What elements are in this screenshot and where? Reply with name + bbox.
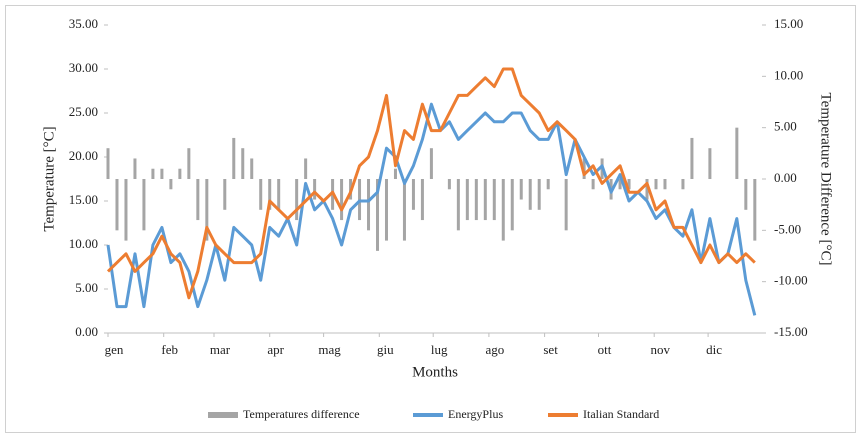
x-tick-label: nov — [650, 342, 670, 357]
legend-label: Temperatures difference — [243, 407, 360, 421]
y-axis-title: Temperature [°C] — [41, 126, 57, 231]
x-tick-label: lug — [431, 342, 448, 357]
bar — [537, 179, 541, 210]
bar — [223, 179, 227, 210]
bar — [546, 179, 550, 190]
bar — [277, 179, 281, 210]
bar — [474, 179, 478, 221]
y-tick-label: 25.00 — [69, 104, 98, 119]
bar — [501, 179, 505, 241]
y-tick-label: 30.00 — [69, 60, 98, 75]
y-tick-label: 0.00 — [75, 324, 98, 339]
bar — [205, 179, 209, 241]
bar — [402, 179, 406, 241]
y2-tick-label: 10.00 — [774, 67, 803, 82]
y-tick-label: 20.00 — [69, 148, 98, 163]
bar — [708, 148, 712, 179]
bar — [133, 158, 137, 179]
y-tick-label: 15.00 — [69, 192, 98, 207]
bar — [618, 179, 622, 190]
bar — [313, 179, 317, 200]
bar — [411, 179, 415, 210]
x-tick-label: feb — [161, 342, 178, 357]
bar — [654, 179, 658, 190]
bar — [735, 127, 739, 179]
bar — [259, 179, 263, 210]
bar — [510, 179, 514, 231]
bar — [295, 179, 299, 221]
bar — [376, 179, 380, 251]
y2-axis-title: Temperature Difference [°C] — [818, 93, 834, 266]
bar — [106, 148, 110, 179]
bar — [591, 179, 595, 190]
bar — [744, 179, 748, 210]
bar — [645, 179, 649, 200]
y2-tick-label: 0.00 — [774, 170, 797, 185]
bar — [160, 168, 164, 179]
y-tick-label: 5.00 — [75, 280, 98, 295]
bar — [340, 179, 344, 221]
x-tick-label: giu — [377, 342, 394, 357]
legend-label: EnergyPlus — [448, 407, 503, 421]
bar — [627, 179, 631, 190]
y-tick-label: 35.00 — [69, 16, 98, 31]
bar — [151, 168, 155, 179]
bar — [142, 179, 146, 231]
bar — [483, 179, 487, 221]
legend-label: Italian Standard — [583, 407, 659, 421]
bar — [232, 137, 236, 179]
bar — [447, 179, 451, 190]
bar — [196, 179, 200, 221]
bar — [268, 179, 272, 210]
bar — [384, 179, 388, 241]
chart-border — [5, 5, 856, 433]
line — [106, 67, 756, 300]
bar — [519, 179, 523, 200]
bar — [690, 137, 694, 179]
bar — [753, 179, 757, 241]
x-tick-label: ago — [486, 342, 505, 357]
bar — [187, 148, 191, 179]
bar — [420, 179, 424, 221]
bar — [429, 148, 433, 179]
bar — [465, 179, 469, 221]
y2-tick-label: 15.00 — [774, 16, 803, 31]
x-axis-title: Months — [412, 364, 458, 380]
bar — [681, 179, 685, 190]
x-tick-label: set — [543, 342, 558, 357]
bar — [250, 158, 254, 179]
bar — [367, 179, 371, 231]
bar — [124, 179, 128, 241]
bar — [663, 179, 667, 190]
y2-tick-label: 5.00 — [774, 119, 797, 134]
bar — [241, 148, 245, 179]
x-tick-label: mag — [318, 342, 341, 357]
x-tick-label: dic — [706, 342, 722, 357]
bar — [564, 179, 568, 231]
y2-tick-label: -10.00 — [774, 273, 808, 288]
bar — [178, 168, 182, 179]
x-tick-label: gen — [105, 342, 124, 357]
bar — [393, 168, 397, 179]
bar — [304, 158, 308, 179]
y2-tick-label: -5.00 — [774, 221, 801, 236]
bar — [115, 179, 119, 231]
y-tick-label: 10.00 — [69, 236, 98, 251]
bar — [528, 179, 532, 210]
bar — [456, 179, 460, 231]
y2-tick-label: -15.00 — [774, 324, 808, 339]
bar — [169, 179, 173, 190]
x-tick-label: ott — [598, 342, 612, 357]
x-tick-label: mar — [210, 342, 231, 357]
x-tick-label: apr — [267, 342, 284, 357]
bar — [492, 179, 496, 221]
